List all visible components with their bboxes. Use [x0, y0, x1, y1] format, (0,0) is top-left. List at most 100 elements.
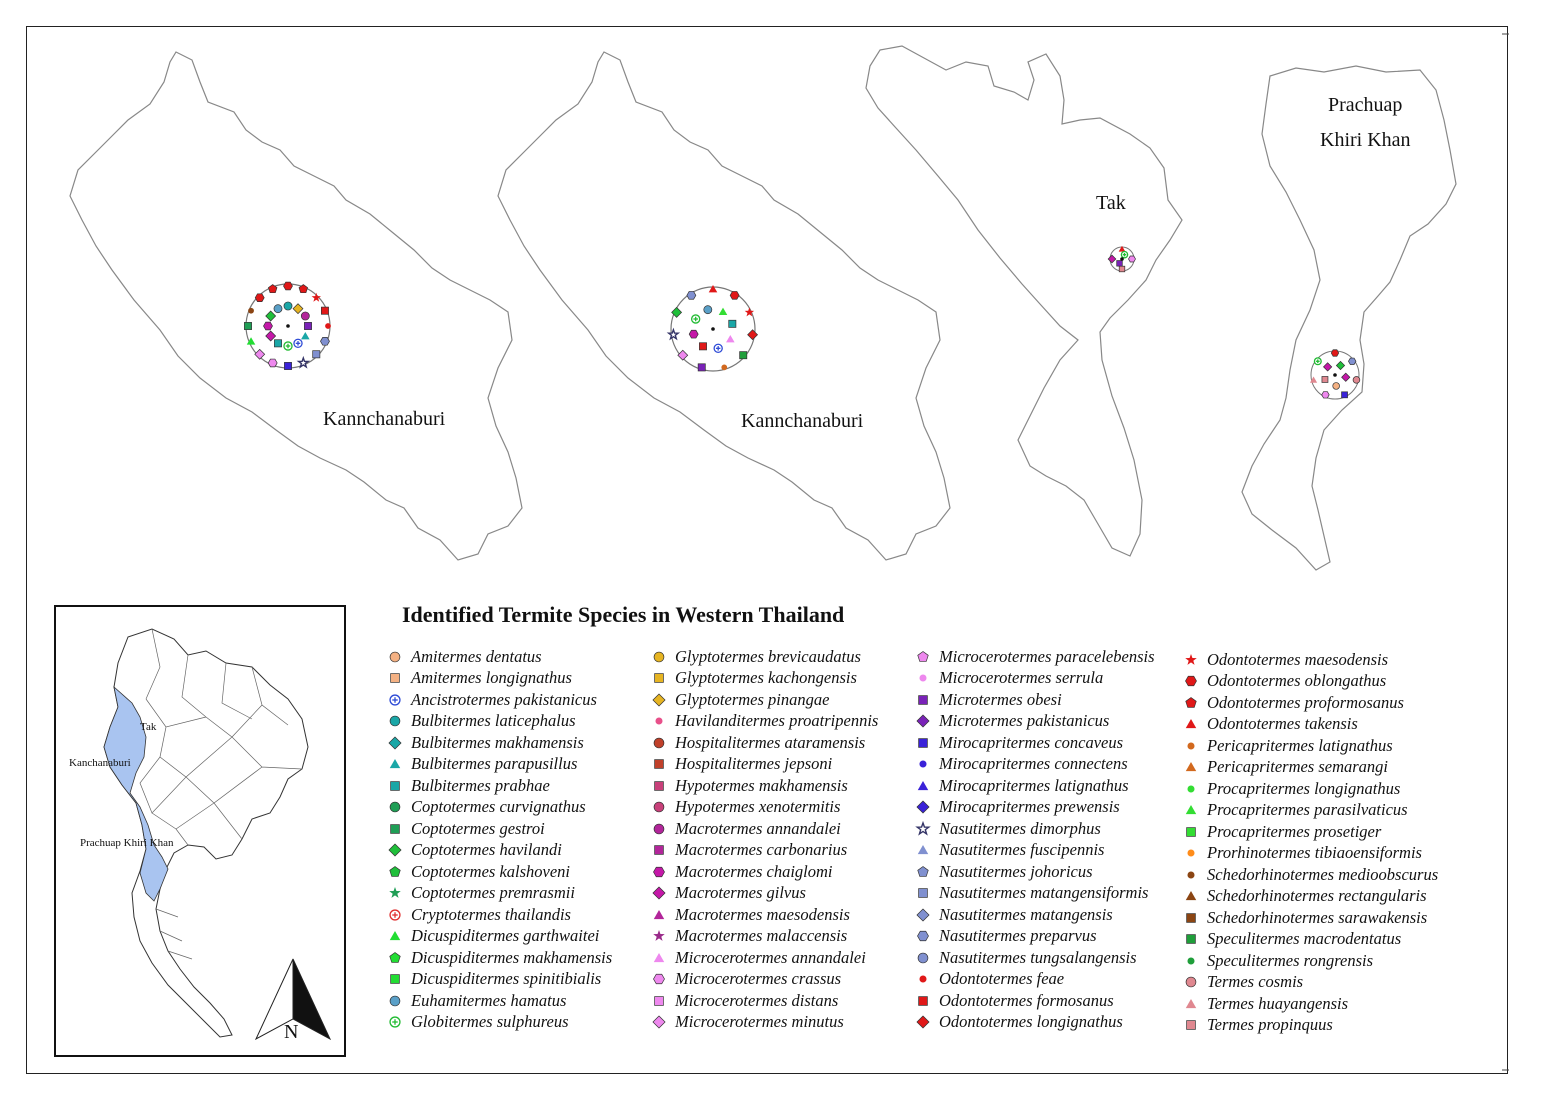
legend-symbol [1185, 675, 1197, 687]
legend-item: Schedorhinotermes rectangularis [1181, 886, 1427, 907]
legend-label: Microcerotermes serrula [939, 668, 1104, 687]
cluster-species-marker [304, 322, 312, 330]
legend-symbol [1186, 1020, 1196, 1030]
cluster-species-marker [254, 348, 266, 360]
legend-item: Macrotermes maesodensis [649, 904, 850, 925]
legend-item: Hypotermes xenotermitis [649, 797, 840, 818]
cluster-center-point [1120, 257, 1124, 261]
legend-label: Coptotermes gestroi [411, 818, 545, 838]
legend-label: Schedorhinotermes sarawakensis [1207, 907, 1428, 927]
legend-item: Amitermes longignathus [385, 668, 572, 689]
legend-symbol [919, 674, 927, 682]
cluster-species-marker [284, 362, 292, 370]
cluster-species-marker [254, 293, 265, 302]
legend-title: Identified Termite Species in Western Th… [402, 602, 845, 627]
legend-symbol [1185, 805, 1197, 815]
legend-label: Dicuspiditermes garthwaitei [411, 926, 600, 945]
legend-item: Odontotermes proformosanus [1181, 692, 1404, 713]
legend-symbol [389, 693, 401, 706]
legend-symbol [390, 673, 400, 683]
cluster-species-marker [1120, 250, 1129, 259]
thailand-inset-map: Tak Kanchanaburi Prachuap Khiri Khan N [54, 605, 346, 1057]
legend-label: Prorhinotermes tibiaoensiformis [1207, 843, 1422, 862]
legend-label: Macrotermes chaiglomi [675, 861, 833, 881]
cluster-species-marker [747, 329, 759, 341]
legend-symbol [390, 974, 400, 984]
legend-item: Mirocapritermes concaveus [913, 732, 1123, 753]
cluster-tak [1107, 245, 1136, 273]
cluster-species-marker [325, 323, 331, 329]
legend-symbol [653, 866, 665, 877]
map-label-kanchanaburi-2: Kannchanaburi [741, 410, 864, 432]
legend-item: Glyptotermes brevicaudatus [649, 646, 861, 667]
legend-label: Cryptotermes thailandis [411, 904, 571, 924]
cluster-species-marker [1321, 391, 1330, 399]
map-label-prachuap-line1: Prachuap [1328, 94, 1403, 116]
legend-item: Speculitermes rongrensis [1181, 950, 1373, 971]
legend-symbol [389, 865, 401, 877]
cluster-species-marker [677, 349, 689, 361]
legend-symbol [653, 737, 665, 748]
legend-item: Coptotermes premrasmii [385, 883, 575, 904]
legend-label: Odontotermes maesodensis [1207, 649, 1389, 669]
kanchanaburi-outline-1 [69, 51, 523, 561]
legend-item: Cryptotermes thailandis [385, 904, 571, 925]
map-label-kanchanaburi-1: Kannchanaburi [323, 408, 446, 430]
legend-label: Speculitermes rongrensis [1207, 950, 1374, 970]
legend-item: Prorhinotermes tibiaoensiformis [1181, 843, 1422, 864]
legend-item: Termes cosmis [1181, 972, 1303, 993]
legend-symbol [918, 888, 928, 898]
cluster-species-marker [312, 350, 321, 359]
cluster-species-marker [300, 311, 310, 321]
legend-symbol [389, 801, 401, 813]
legend-symbol [915, 820, 931, 836]
legend-symbol [390, 780, 400, 791]
legend-label: Hospitalitermes jepsoni [675, 754, 833, 773]
inset-label-prachuap: Prachuap Khiri Khan [80, 837, 174, 849]
legend-label: Mirocapritermes concaveus [939, 732, 1124, 752]
legend-item: Macrotermes chaiglomi [649, 861, 832, 882]
legend-symbol [919, 975, 927, 983]
legend-symbol [916, 800, 930, 814]
cluster-species-marker [301, 331, 310, 340]
legend-item: Amitermes dentatus [385, 646, 542, 667]
inset-label-kanchanaburi: Kanchanaburi [69, 757, 131, 769]
legend-label: Nasutitermes dimorphus [939, 818, 1101, 838]
cluster-species-marker [744, 307, 755, 317]
legend-label: Coptotermes kalshoveni [411, 861, 571, 881]
legend-label: Procapritermes prosetiger [1207, 821, 1382, 841]
legend-label: Schedorhinotermes medioobscurus [1207, 864, 1439, 884]
legend-item: Coptotermes kalshoveni [385, 861, 570, 882]
legend-symbol [653, 952, 665, 962]
legend-label: Microtermes obesi [939, 689, 1062, 709]
legend-symbol [1187, 956, 1195, 965]
cluster-species-marker [296, 355, 311, 369]
legend-label: Pericapritermes semarangi [1207, 757, 1389, 776]
legend-symbol [1186, 934, 1196, 944]
legend-symbol [1185, 891, 1197, 901]
legend-label: Dicuspiditermes makhamensis [411, 947, 613, 967]
legend-label: Nasutitermes preparvus [939, 926, 1097, 945]
legend-label: Procapritermes longignathus [1207, 778, 1401, 798]
legend-item: Hospitalitermes jepsoni [649, 754, 832, 775]
legend-label: Mirocapritermes connectens [939, 754, 1128, 773]
legend-label: Odontotermes formosanus [939, 990, 1114, 1010]
legend-symbol [917, 845, 929, 855]
legend-symbol [389, 908, 401, 921]
cluster-species-marker [311, 292, 321, 302]
legend-symbol [917, 952, 929, 963]
legend-symbol [654, 673, 664, 683]
legend-item: Globitermes sulphureus [385, 1012, 569, 1033]
legend-label: Euhamitermes hamatus [411, 990, 567, 1010]
cluster-species-marker [1330, 349, 1340, 357]
legend-label: Procapritermes parasilvaticus [1207, 800, 1408, 819]
legend-symbol [653, 823, 665, 834]
legend-label: Nasutitermes matangensis [939, 904, 1113, 924]
cluster-species-marker [1118, 245, 1126, 252]
legend-item: Microcerotermes annandalei [649, 947, 866, 968]
cluster-species-marker [263, 321, 273, 331]
cluster-species-marker [1352, 376, 1361, 384]
legend-label: Bulbitermes prabhae [411, 775, 550, 795]
legend-item: Microcerotermes paracelebensis [913, 646, 1155, 667]
legend-symbol [389, 1016, 401, 1028]
